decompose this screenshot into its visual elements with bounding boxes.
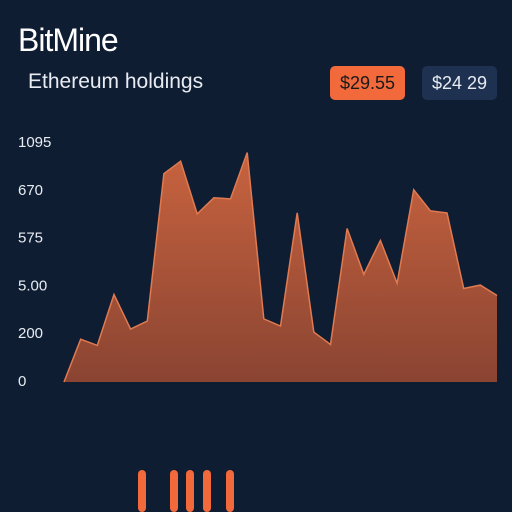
area-line xyxy=(63,152,498,383)
y-tick-label: 575 xyxy=(18,230,43,247)
subtitle: Ethereum holdings xyxy=(28,70,204,93)
area xyxy=(64,152,497,382)
price-badge[interactable]: $24 29 xyxy=(422,66,498,100)
y-tick-label: 670 xyxy=(18,182,43,199)
decor-bars xyxy=(138,470,234,512)
price-badge[interactable]: $29.55 xyxy=(330,66,406,100)
y-tick-label: 1095 xyxy=(18,134,51,151)
title: BitMine xyxy=(18,22,119,58)
y-tick-label: 200 xyxy=(18,325,43,342)
y-tick-label: 5.00 xyxy=(18,277,47,294)
y-tick-label: 0 xyxy=(18,373,26,390)
